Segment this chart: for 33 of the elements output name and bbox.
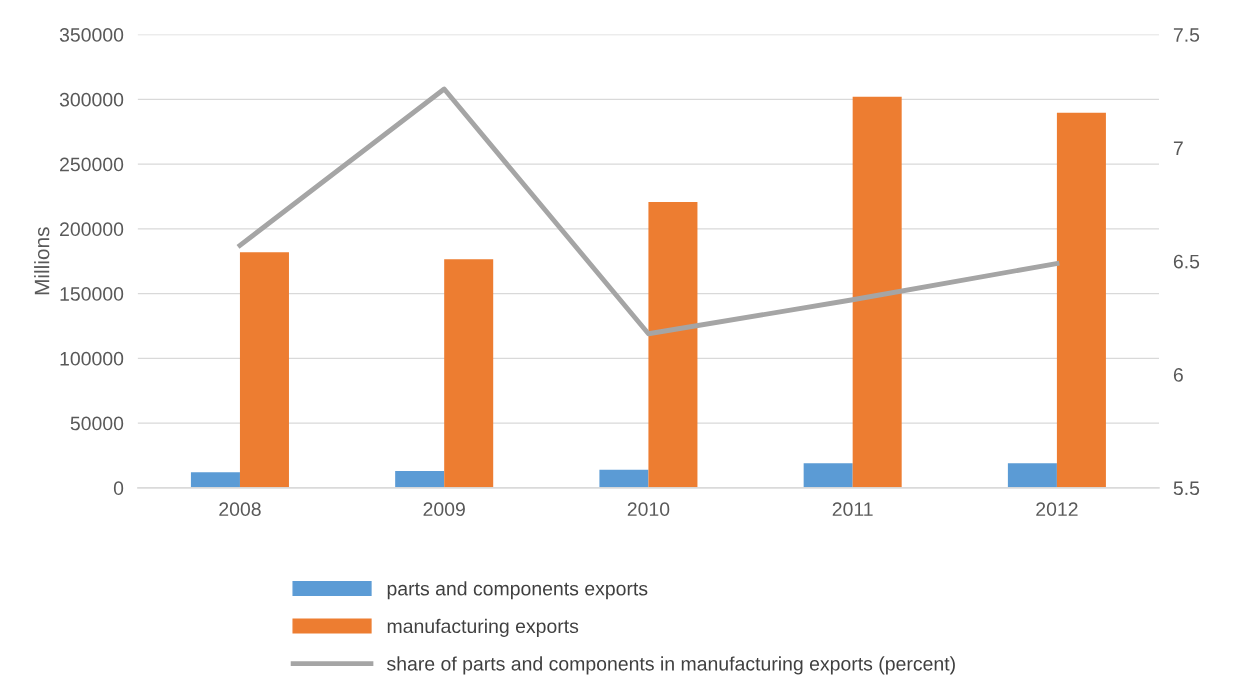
y-tick-label: 300000	[59, 92, 124, 107]
y-tick-label: 0	[113, 481, 124, 496]
x-tick-label: 2008	[219, 502, 261, 517]
x-tick-label: 2012	[1036, 502, 1078, 517]
line-series	[237, 86, 1060, 337]
y2-tick-label: 7.5	[1173, 28, 1200, 42]
legend-label: parts and components exports	[387, 581, 648, 600]
y2-tick-label: 5.5	[1173, 481, 1200, 496]
bar	[190, 472, 240, 488]
x-tick-label: 2011	[832, 502, 873, 517]
bar	[1007, 463, 1057, 488]
y-tick-label: 50000	[70, 416, 124, 431]
y-tick-label: 200000	[60, 222, 124, 237]
bar	[803, 463, 853, 488]
bar	[852, 96, 902, 488]
bar	[648, 202, 698, 488]
y-tick-label: 150000	[60, 287, 124, 301]
x-tick-label: 2010	[627, 502, 670, 517]
y-tick-label: 350000	[59, 28, 124, 42]
bar	[1056, 112, 1106, 488]
x-tick-label: 2009	[423, 502, 465, 517]
y-tick-label: 100000	[60, 351, 124, 366]
legend-label: share of parts and components in manufacturing exports (percent)	[387, 656, 955, 675]
y-tick-label: 250000	[60, 157, 124, 172]
bar	[444, 259, 494, 488]
legend-label: manufacturing exports	[387, 618, 579, 637]
bar	[395, 471, 445, 488]
bar	[239, 252, 289, 488]
y2-tick-label: 6.5	[1173, 254, 1200, 269]
y2-tick-label: 7	[1173, 141, 1183, 155]
bar	[599, 469, 649, 488]
y-axis-title: Millions	[34, 227, 50, 295]
y2-tick-label: 6	[1173, 368, 1183, 382]
